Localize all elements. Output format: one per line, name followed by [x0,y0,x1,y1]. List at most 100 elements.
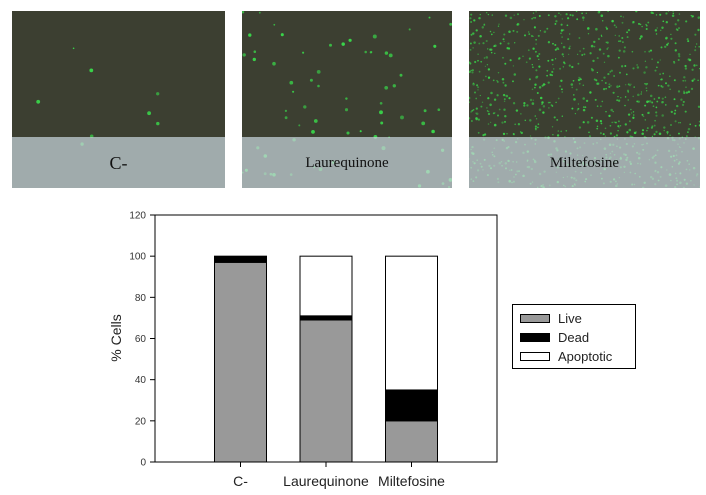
fluorescent-cell [489,30,492,33]
fluorescent-cell [552,42,554,45]
fluorescent-cell [596,125,599,128]
fluorescent-cell [698,120,700,123]
fluorescent-cell [568,47,571,50]
fluorescent-cell [648,100,652,103]
fluorescent-cell [503,33,506,36]
fluorescent-cell [576,109,579,111]
fluorescent-cell [680,98,683,101]
fluorescent-cell [469,61,471,63]
fluorescent-cell [677,19,680,22]
fluorescent-cell [669,75,671,78]
fluorescent-cell [502,81,505,84]
fluorescent-cell [567,38,570,41]
fluorescent-cell [428,16,431,19]
fluorescent-cell [557,97,560,100]
fluorescent-cell [665,21,668,24]
fluorescent-cell [431,129,435,134]
fluorescent-cell [344,108,349,112]
fluorescent-cell [479,13,481,16]
fluorescent-cell [504,62,507,65]
fluorescent-cell [562,66,565,68]
y-axis-label: % Cells [108,314,124,361]
fluorescent-cell [487,76,491,79]
fluorescent-cell [604,82,607,84]
fluorescent-cell [665,12,668,15]
fluorescent-cell [632,95,634,98]
fluorescent-cell [624,65,627,67]
fluorescent-cell [594,98,597,101]
fluorescent-cell [667,84,670,87]
fluorescent-cell [670,33,672,36]
fluorescent-cell [535,127,537,130]
fluorescent-cell [690,14,692,17]
fluorescent-cell [423,109,427,113]
fluorescent-cell [503,98,506,101]
fluorescent-cell [671,14,675,17]
fluorescent-cell [483,57,486,59]
fluorescent-cell [617,129,619,132]
fluorescent-cell [582,84,585,86]
fluorescent-cell [532,66,534,68]
fluorescent-cell [576,53,579,55]
fluorescent-cell [693,78,696,81]
fluorescent-cell [562,45,566,49]
fluorescent-cell [641,132,644,135]
y-tick-label: 0 [140,458,146,469]
fluorescent-cell [674,23,677,26]
fluorescent-cell [546,69,549,72]
fluorescent-cell [273,23,276,26]
fluorescent-cell [569,13,572,17]
fluorescent-cell [644,104,647,107]
fluorescent-cell [655,14,658,16]
fluorescent-cell [469,49,472,51]
fluorescent-cell [531,17,533,20]
fluorescent-cell [559,67,562,70]
fluorescent-cell [488,110,490,113]
fluorescent-cell [513,73,517,76]
fluorescent-cell [529,135,532,137]
fluorescent-cell [514,42,516,44]
fluorescent-cell [531,64,533,66]
fluorescent-cell [585,99,589,103]
fluorescent-cell [503,40,505,43]
fluorescent-cell [625,73,628,76]
fluorescent-cell [477,131,480,134]
fluorescent-cell [670,110,673,114]
fluorescent-cell [542,83,546,86]
fluorescent-cell [563,62,566,65]
fluorescent-cell [639,37,642,40]
fluorescent-cell [640,91,643,93]
fluorescent-cell [541,103,543,105]
fluorescent-cell [520,113,522,115]
fluorescent-cell [602,133,605,136]
fluorescent-cell [601,35,603,37]
y-tick-label: 40 [135,375,147,386]
fluorescent-cell [620,65,624,68]
fluorescent-cell [551,74,553,77]
fluorescent-cell [536,55,539,58]
fluorescent-cell [532,12,535,14]
fluorescent-cell [567,53,570,56]
fluorescent-cell [539,30,542,32]
fluorescent-cell [507,42,510,45]
fluorescent-cell [590,116,593,119]
fluorescent-cell [392,84,396,88]
fluorescent-cell [556,118,559,121]
fluorescent-cell [514,123,517,126]
fluorescent-cell [530,34,533,38]
fluorescent-cell [560,130,563,133]
fluorescent-cell [610,69,614,73]
fluorescent-cell [303,105,307,109]
fluorescent-cell [567,17,570,20]
fluorescent-cell [399,73,403,77]
fluorescent-cell [560,32,562,35]
fluorescent-cell [617,95,619,98]
fluorescent-cell [694,33,697,36]
fluorescent-cell [632,116,635,119]
fluorescent-cell [640,35,643,38]
fluorescent-cell [624,104,626,107]
fluorescent-cell [529,119,532,122]
fluorescent-cell [537,34,540,37]
fluorescent-cell [469,96,471,100]
fluorescent-cell [481,26,485,29]
